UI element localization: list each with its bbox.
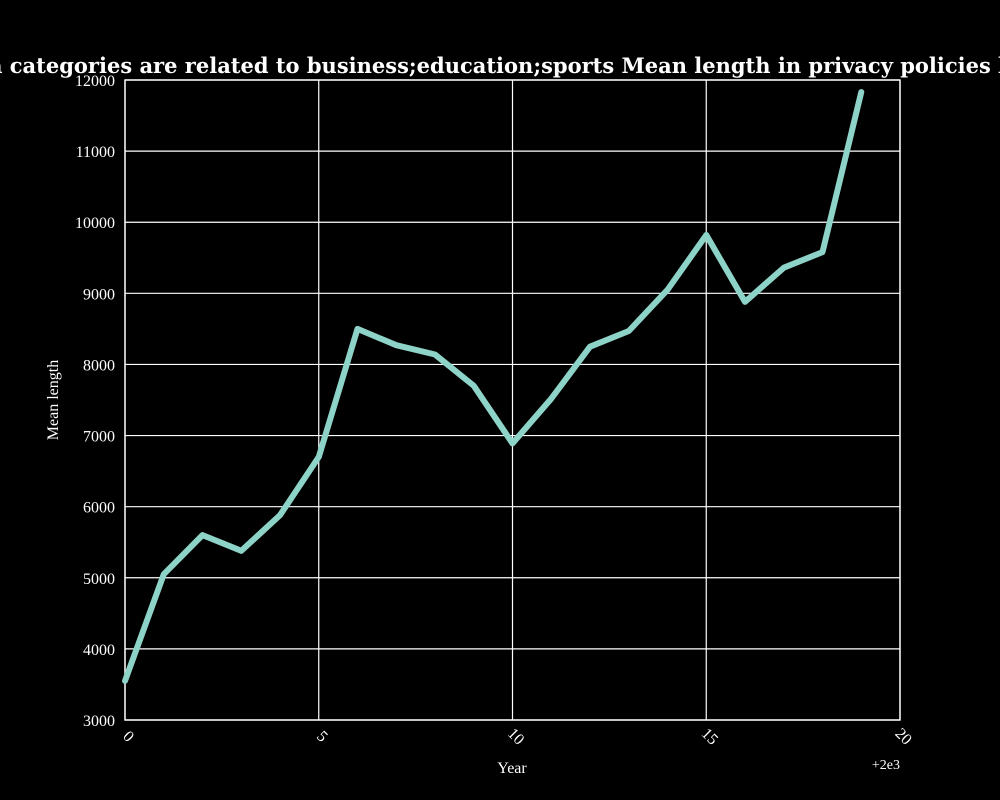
y-tick-label: 3000 — [83, 713, 115, 730]
x-axis-label: Year — [497, 760, 527, 777]
y-tick-label: 7000 — [83, 429, 115, 446]
chart-title: when categories are related to business;… — [0, 53, 1000, 78]
y-tick-label: 10000 — [75, 215, 115, 232]
y-tick-label: 5000 — [83, 571, 115, 588]
y-tick-label: 4000 — [83, 642, 115, 659]
y-tick-labels: 3000 4000 5000 6000 7000 8000 9000 10000 11000 12… — [75, 73, 115, 730]
series-line — [122, 89, 865, 684]
y-tick-label: 8000 — [83, 357, 115, 374]
y-tick-label: 9000 — [83, 286, 115, 303]
x-tick-labels: 0 5 10 15 20 — [119, 725, 915, 748]
y-axis-label: Mean length — [45, 360, 62, 440]
y-tick-label: 6000 — [83, 500, 115, 517]
y-tick-label: 12000 — [75, 73, 115, 90]
x-axis-offset-label: +2e3 — [872, 758, 900, 773]
y-tick-label: 11000 — [76, 144, 115, 161]
plot-frame — [124, 79, 901, 721]
